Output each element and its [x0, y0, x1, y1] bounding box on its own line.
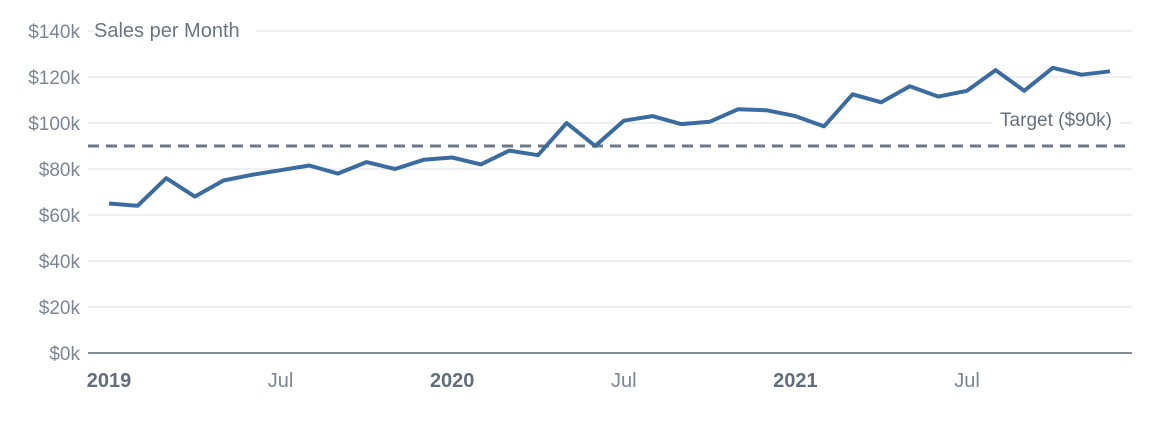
y-axis-label: $60k: [39, 206, 81, 227]
y-axis-label: $120k: [28, 68, 80, 89]
target-label: Target ($90k): [992, 109, 1120, 133]
x-axis-label: Jul: [611, 370, 637, 392]
y-axis-label: $20k: [39, 298, 81, 319]
x-axis-label: 2020: [430, 370, 475, 392]
x-axis-label: Jul: [954, 370, 980, 392]
y-axis-label: $40k: [39, 252, 81, 273]
x-axis-label: Jul: [268, 370, 294, 392]
y-axis-label: $140k: [28, 22, 80, 43]
x-axis-label: 2019: [87, 370, 132, 392]
y-axis-label: $0k: [49, 344, 80, 365]
sales-line: [108, 65, 1111, 208]
chart-title: Sales per Month: [94, 19, 256, 43]
x-axis-label: 2021: [773, 370, 818, 392]
y-axis-label: $100k: [28, 114, 80, 135]
y-axis-label: $80k: [39, 160, 81, 181]
